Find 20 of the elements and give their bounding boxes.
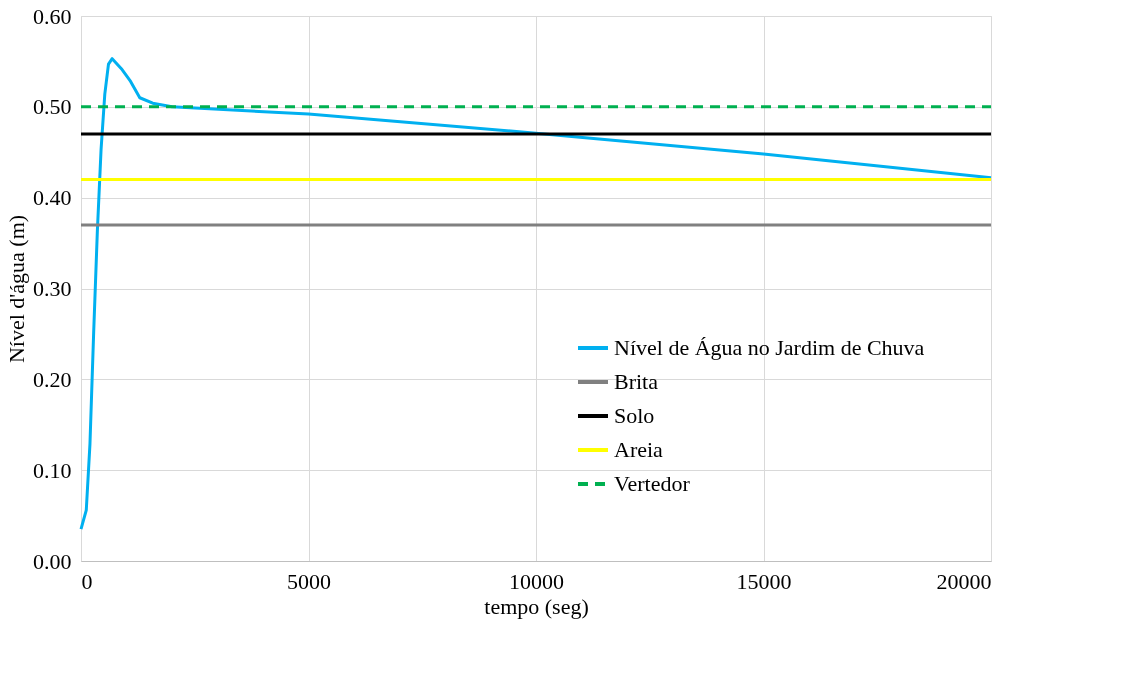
legend-label: Solo: [614, 403, 655, 428]
x-tick-label: 10000: [509, 568, 564, 594]
y-tick-label: 0.30: [33, 276, 72, 301]
y-tick-label: 0.50: [33, 94, 72, 120]
y-tick-label: 0.60: [33, 3, 72, 29]
line-series: [79, 57, 993, 531]
y-axis-title: Nível d'água (m): [4, 214, 29, 364]
y-tick-label: 0.10: [33, 457, 72, 483]
legend-label: Vertedor: [614, 471, 691, 496]
legend-label: Brita: [614, 369, 659, 394]
x-tick-label: 15000: [736, 568, 792, 594]
x-tick-label: 20000: [936, 568, 992, 594]
x-axis-title: tempo (seg): [484, 593, 589, 619]
legend-label: Areia: [614, 437, 664, 462]
y-tick-label: 0.40: [33, 185, 72, 211]
y-tick-label: 0.20: [33, 366, 72, 392]
x-tick-label: 5000: [287, 568, 331, 594]
y-tick-label: 0.00: [33, 548, 72, 574]
x-tick-label: 0: [81, 568, 93, 594]
legend-label: Nível de Água no Jardim de Chuva: [614, 335, 925, 360]
